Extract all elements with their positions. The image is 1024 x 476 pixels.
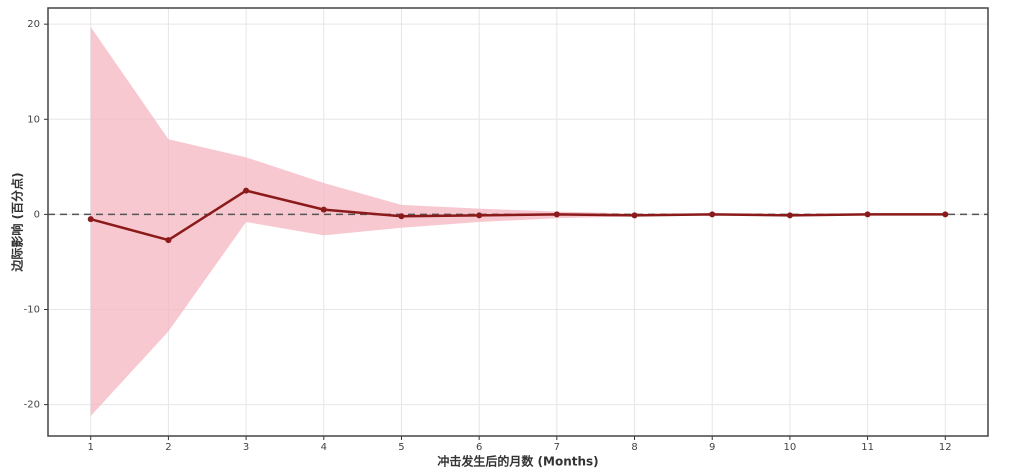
x-tick-label: 2 (165, 442, 171, 453)
point (942, 211, 949, 218)
x-tick-label: 10 (784, 442, 797, 453)
point (243, 187, 250, 194)
plot-frame (47, 7, 989, 437)
y-tick-label: -20 (24, 400, 40, 411)
y-axis-label: 边际影响 (百分点) (10, 172, 25, 272)
point (398, 213, 405, 220)
x-tick-label: 5 (398, 442, 404, 453)
x-tick-label: 1 (88, 442, 94, 453)
x-axis-label: 冲击发生后的月数 (Months) (437, 454, 598, 469)
x-tick-label: 6 (476, 442, 482, 453)
x-tick-label: 9 (709, 442, 715, 453)
point (864, 211, 871, 218)
x-tick-label: 7 (554, 442, 560, 453)
point (786, 212, 793, 219)
x-tick-label: 12 (939, 442, 952, 453)
x-tick-label: 8 (631, 442, 637, 453)
x-tick-label: 4 (321, 442, 327, 453)
point (165, 237, 172, 244)
point (476, 212, 483, 219)
x-tick-label: 3 (243, 442, 249, 453)
point (709, 211, 716, 218)
y-tick-label: -10 (24, 305, 40, 316)
point (87, 216, 94, 223)
y-tick-label: 20 (27, 19, 40, 30)
y-tick-label: 10 (27, 114, 40, 125)
point (320, 206, 327, 213)
y-tick-label: 0 (34, 209, 40, 220)
point (631, 212, 638, 219)
x-tick-label: 11 (861, 442, 874, 453)
confidence-band (90, 27, 946, 417)
point (553, 211, 560, 218)
series-line (90, 189, 946, 242)
